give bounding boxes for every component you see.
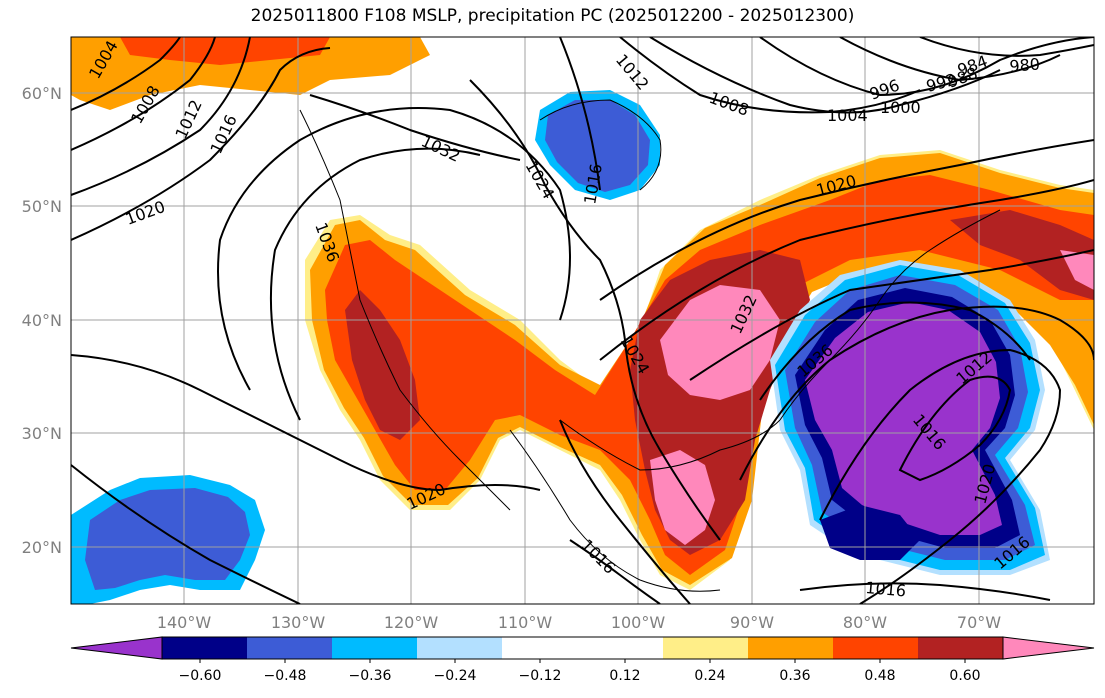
isobar	[569, 539, 661, 604]
lat-label: 20°N	[22, 538, 62, 557]
lon-label: 100°W	[611, 613, 666, 632]
lon-label: 110°W	[498, 613, 553, 632]
coastline-mexico	[509, 429, 721, 592]
colorbar-segment	[332, 637, 417, 659]
colorbar-segment	[247, 637, 332, 659]
colorbar-tick-label: 0.36	[779, 668, 810, 684]
colorbar-tick-label: 0.12	[609, 668, 640, 684]
colorbar-tick-label: −0.24	[434, 668, 477, 684]
chart-title: 2025011800 F108 MSLP, precipitation PC (…	[250, 6, 855, 26]
isobar	[739, 305, 1094, 481]
isobar	[799, 582, 1051, 601]
precipitation-fill-layer	[71, 37, 1094, 604]
colorbar-extend-low	[70, 636, 163, 660]
isobar	[819, 348, 1062, 604]
lat-label: 40°N	[22, 311, 62, 330]
precip-anomaly-negative-pacific-royal	[85, 488, 250, 590]
coastline-west	[299, 109, 511, 511]
lon-label: 90°W	[730, 613, 774, 632]
isobar	[759, 301, 1031, 401]
isobars	[71, 37, 1094, 604]
lon-label: 140°W	[157, 613, 212, 632]
isobar	[269, 147, 481, 421]
isobar-label: 980	[1009, 54, 1041, 76]
isobar	[309, 94, 521, 161]
lon-label: 120°W	[384, 613, 439, 632]
map-frame	[70, 36, 1095, 605]
colorbar: −0.60 −0.48 −0.36 −0.24 −0.12 0.12 0.24 …	[70, 636, 1095, 684]
lat-label: 50°N	[22, 197, 62, 216]
isobar	[919, 37, 1094, 57]
isobar	[898, 375, 1012, 482]
lat-label: 60°N	[22, 84, 62, 103]
precip-anomaly-positive-gulf-pink	[650, 450, 715, 545]
isobar	[559, 419, 691, 604]
precip-anomaly-positive-central-pink	[660, 285, 780, 400]
lon-label: 70°W	[957, 613, 1001, 632]
colorbar-tick-label: 0.24	[694, 668, 725, 684]
colorbar-segment	[417, 637, 502, 659]
isobar-label: 1004	[827, 106, 868, 125]
colorbar-segment	[162, 637, 247, 659]
isobar-label: 1000	[880, 98, 921, 117]
precip-anomaly-positive-west-darkred	[345, 290, 420, 440]
isobar-label: 1016	[865, 578, 907, 600]
isobar	[71, 37, 251, 196]
isobar	[559, 37, 601, 191]
colorbar-extend-high	[1002, 636, 1095, 660]
colorbar-segment	[663, 637, 748, 659]
precip-anomaly-negative-east-purple	[805, 302, 1002, 535]
precip-anomaly-positive-alaska-core	[120, 37, 330, 65]
lon-label: 80°W	[843, 613, 887, 632]
isobar	[619, 37, 921, 114]
isobar	[71, 37, 216, 151]
coastline-east	[779, 209, 1001, 421]
isobar	[599, 179, 1094, 361]
isobar	[71, 464, 301, 604]
lon-label: 130°W	[271, 613, 326, 632]
colorbar-segment	[918, 637, 1003, 659]
colorbar-tick-label: −0.12	[519, 668, 562, 684]
colorbar-tick-label: −0.60	[179, 668, 222, 684]
isobar	[599, 139, 1094, 301]
coastlines	[299, 99, 1001, 592]
colorbar-tick-label: −0.48	[264, 668, 307, 684]
isobar	[71, 37, 181, 111]
isobar	[759, 37, 1094, 97]
isobar	[689, 249, 1094, 381]
coastline-gulf	[559, 419, 781, 471]
lat-label: 30°N	[22, 424, 62, 443]
colorbar-tick-label: −0.36	[349, 668, 392, 684]
isobar	[71, 354, 541, 492]
colorbar-outline	[161, 636, 1004, 660]
precip-anomaly-negative-hudson-royal	[545, 100, 650, 192]
colorbar-segment	[502, 637, 663, 659]
precip-anomaly-positive-ne-pink	[1060, 250, 1094, 290]
precip-anomaly-positive-ne-darkred	[950, 210, 1094, 300]
isobar	[839, 37, 1061, 82]
precip-anomaly-negative-caribbean-navy	[820, 505, 920, 560]
coastline-hudson	[539, 99, 662, 191]
isobar	[71, 47, 331, 241]
colorbar-tick-label: 0.60	[949, 668, 980, 684]
isobar	[649, 37, 1001, 114]
colorbar-tick-label: 0.48	[864, 668, 895, 684]
latitude-labels: 60°N 50°N 40°N 30°N 20°N	[22, 84, 62, 557]
longitude-labels: 140°W 130°W 120°W 110°W 100°W 90°W 80°W …	[157, 613, 1001, 632]
colorbar-segment	[748, 637, 833, 659]
isobar	[469, 79, 721, 541]
colorbar-segment	[833, 637, 918, 659]
